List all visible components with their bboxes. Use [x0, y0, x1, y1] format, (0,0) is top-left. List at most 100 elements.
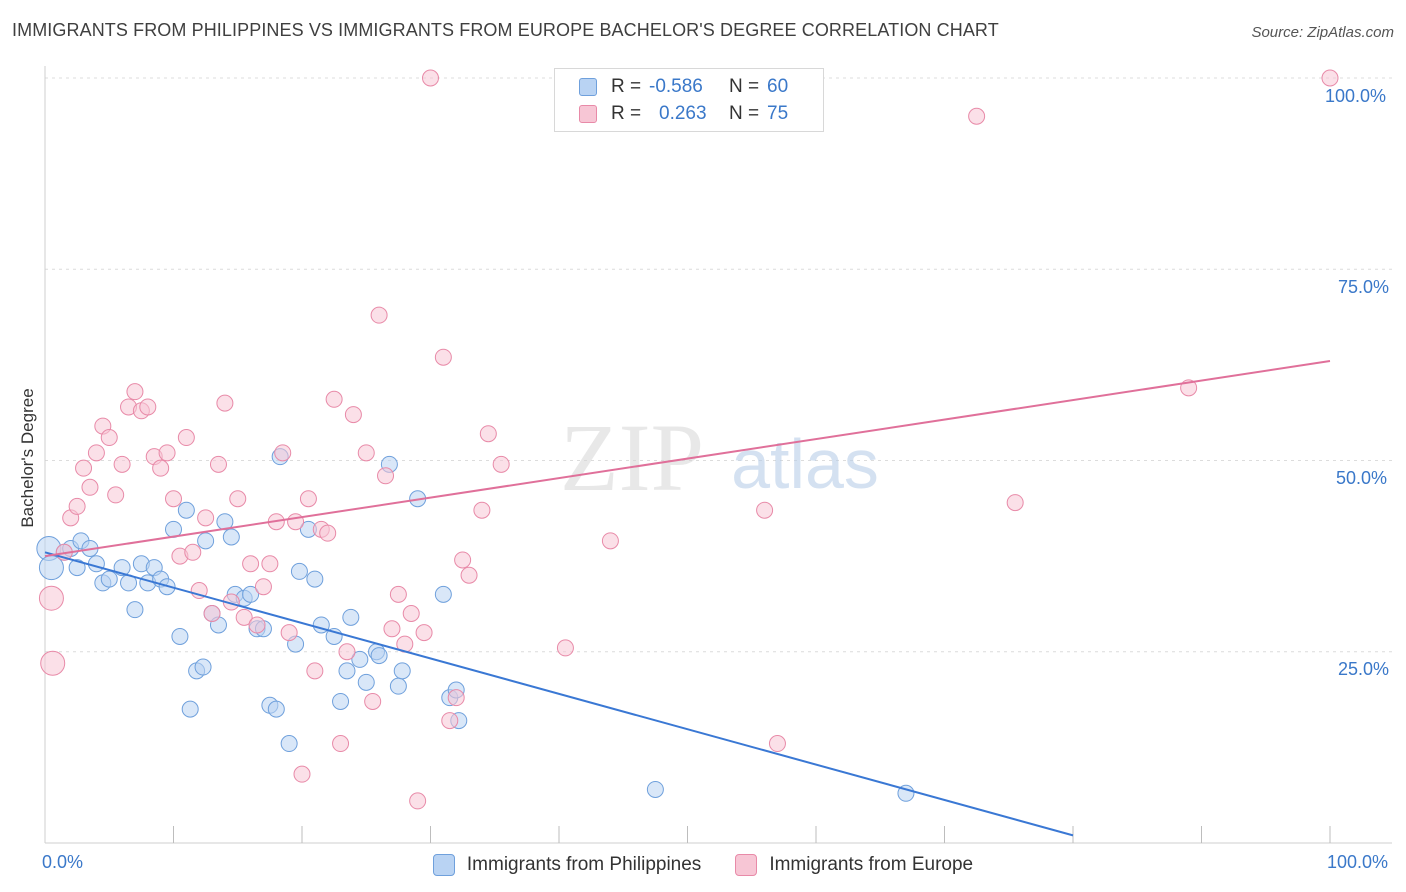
europe-point: [242, 555, 260, 573]
philippines-point: [306, 570, 324, 588]
europe-point: [68, 497, 86, 515]
philippines-point: [222, 528, 240, 546]
source-label: Source: ZipAtlas.com: [1251, 24, 1394, 41]
legend-n-label: N =: [729, 103, 760, 124]
europe-point: [152, 459, 170, 477]
europe-point: [158, 444, 176, 462]
europe-point: [447, 689, 465, 707]
bottom-legend-swatch-europe: [735, 854, 758, 876]
y-tick-75: 75.0%: [1338, 277, 1390, 297]
europe-point: [197, 509, 215, 527]
europe-point: [473, 501, 491, 519]
philippines-point: [646, 780, 664, 798]
europe-point: [968, 107, 986, 125]
europe-point: [319, 524, 337, 542]
europe-point: [383, 620, 401, 638]
europe-point: [177, 429, 195, 447]
europe-point: [357, 444, 375, 462]
europe-point: [768, 735, 786, 753]
europe-point: [165, 490, 182, 508]
europe-point: [38, 585, 64, 611]
philippines-point: [338, 662, 356, 680]
europe-point: [87, 444, 105, 462]
philippines-trendline: [44, 551, 1074, 837]
europe-point: [274, 444, 292, 462]
legend-n-value: 75: [767, 103, 789, 124]
bottom-legend-europe: Immigrants from Europe: [735, 854, 973, 876]
europe-point: [235, 608, 253, 626]
bottom-legend-label-europe: Immigrants from Europe: [769, 854, 974, 875]
europe-point: [441, 712, 459, 730]
bottom-legend-swatch-philippines: [432, 854, 455, 876]
legend-r-value: 0.263: [659, 103, 707, 124]
europe-point: [280, 624, 298, 642]
europe-point: [306, 662, 324, 680]
legend-r-label: R =: [611, 76, 642, 97]
philippines-point: [342, 608, 360, 626]
legend-r-label: R =: [611, 103, 642, 124]
europe-point: [460, 566, 478, 584]
philippines-point: [197, 532, 215, 550]
europe-point: [184, 543, 202, 561]
europe-point: [107, 486, 125, 504]
europe-point: [1321, 69, 1339, 87]
europe-point: [409, 792, 427, 810]
europe-point: [422, 69, 439, 87]
europe-point: [479, 425, 497, 443]
europe-point: [344, 406, 362, 424]
europe-point: [325, 390, 343, 408]
europe-point: [100, 429, 118, 447]
europe-point: [454, 551, 472, 569]
europe-point: [203, 605, 221, 622]
philippines-point: [332, 692, 350, 710]
europe-point: [415, 624, 433, 642]
europe-point: [113, 455, 131, 473]
europe-point: [601, 532, 619, 550]
europe-point: [75, 459, 93, 477]
philippines-point: [171, 627, 189, 645]
europe-point: [139, 398, 157, 416]
europe-point: [248, 616, 266, 634]
philippines-point: [389, 677, 407, 695]
x-tick-min: 0.0%: [42, 852, 84, 872]
chart-title: IMMIGRANTS FROM PHILIPPINES VS IMMIGRANT…: [12, 20, 999, 40]
philippines-point: [181, 700, 199, 718]
legend-swatch-philippines: [579, 78, 597, 96]
europe-point: [332, 735, 350, 753]
europe-point: [377, 467, 395, 485]
europe-point: [81, 478, 99, 496]
philippines-point: [267, 700, 285, 718]
legend-row-europe: R = 0.263 N = 75: [579, 102, 788, 126]
y-axis-label: Bachelor's Degree: [18, 388, 37, 528]
y-tick-100: 100.0%: [1325, 86, 1387, 106]
europe-point: [434, 348, 452, 366]
y-tick-25: 25.0%: [1338, 659, 1390, 679]
europe-point: [261, 555, 279, 573]
europe-point: [338, 643, 356, 661]
europe-point: [492, 455, 510, 473]
europe-point: [287, 513, 305, 531]
philippines-point: [351, 650, 369, 668]
europe-point: [389, 585, 407, 603]
philippines-point: [68, 559, 86, 577]
watermark-atlas: atlas: [731, 425, 879, 503]
europe-point: [364, 692, 382, 710]
europe-point: [370, 306, 388, 324]
europe-point: [229, 490, 247, 508]
europe-point: [556, 639, 574, 657]
philippines-point: [290, 562, 308, 580]
x-tick-max: 100.0%: [1327, 852, 1389, 872]
europe-point: [293, 765, 311, 783]
bottom-legend-philippines: Immigrants from Philippines: [432, 854, 701, 876]
legend-swatch-europe: [579, 105, 597, 123]
philippines-point: [194, 658, 212, 676]
europe-point: [402, 605, 420, 622]
europe-point: [126, 383, 144, 401]
y-tick-50: 50.0%: [1336, 468, 1388, 488]
philippines-point: [280, 735, 298, 753]
bottom-legend: Immigrants from Philippines Immigrants f…: [0, 852, 1406, 878]
philippines-point: [434, 585, 452, 603]
philippines-point: [393, 662, 411, 680]
europe-point: [209, 455, 227, 473]
